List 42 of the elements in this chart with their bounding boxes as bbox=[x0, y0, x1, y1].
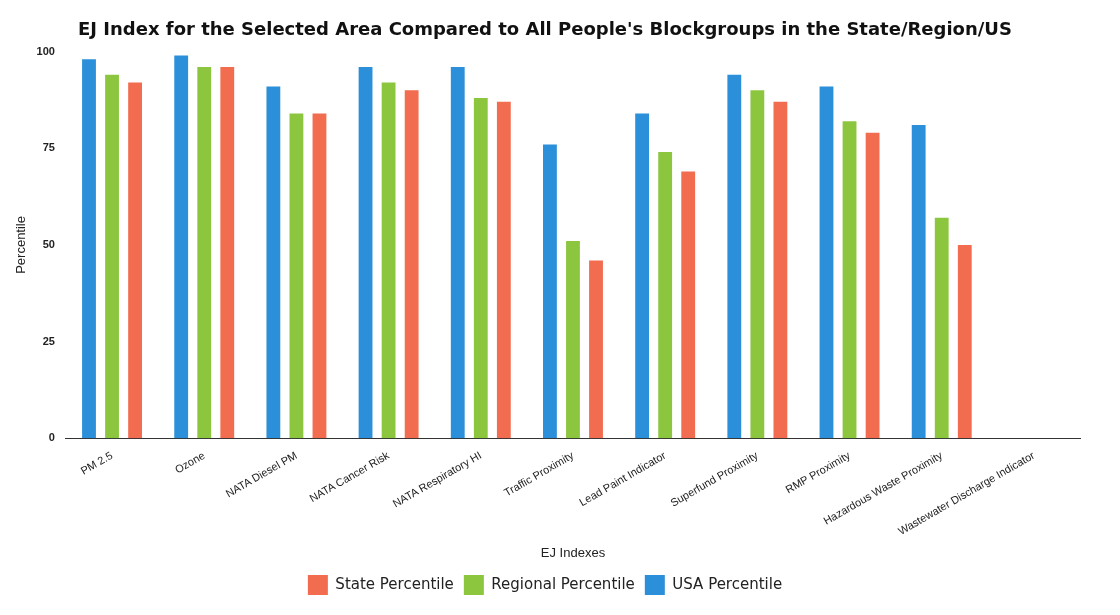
bar bbox=[128, 82, 143, 439]
y-axis-title: Percentile bbox=[13, 216, 29, 274]
bar bbox=[473, 98, 488, 439]
bar bbox=[842, 121, 857, 439]
bar bbox=[381, 82, 396, 439]
bar bbox=[635, 113, 650, 439]
x-axis-title: EJ Indexes bbox=[540, 544, 606, 560]
y-tick-label: 75 bbox=[42, 141, 55, 154]
bar bbox=[496, 101, 511, 439]
y-tick-label: 0 bbox=[48, 431, 55, 444]
y-tick-label: 25 bbox=[42, 334, 55, 347]
chart-title: EJ Index for the Selected Area Compared to All People's Blockgroups in the State/Region/US bbox=[78, 18, 1012, 40]
bar bbox=[450, 67, 465, 439]
legend-label: State Percentile bbox=[335, 574, 454, 593]
bar bbox=[266, 86, 281, 439]
bar bbox=[957, 244, 972, 439]
bar bbox=[934, 217, 949, 439]
bar bbox=[681, 171, 696, 439]
bar bbox=[312, 113, 327, 439]
bar bbox=[819, 86, 834, 439]
legend-label: USA Percentile bbox=[672, 574, 783, 593]
bar bbox=[105, 74, 119, 439]
bar bbox=[174, 55, 189, 439]
bar bbox=[911, 125, 926, 439]
bar bbox=[589, 260, 603, 439]
bar bbox=[289, 113, 304, 439]
bar bbox=[566, 241, 580, 439]
bar bbox=[220, 67, 235, 439]
bar bbox=[358, 67, 373, 439]
bar bbox=[82, 59, 96, 439]
bar bbox=[865, 132, 880, 439]
bar bbox=[404, 90, 419, 439]
legend-label: Regional Percentile bbox=[491, 574, 635, 593]
bar bbox=[658, 152, 673, 439]
y-tick-label: 100 bbox=[36, 44, 55, 57]
bar bbox=[543, 144, 557, 439]
x-tick-label: PM 2.5 bbox=[78, 448, 115, 477]
bar bbox=[197, 67, 212, 439]
bar bbox=[773, 101, 788, 439]
bar bbox=[750, 90, 765, 439]
y-tick-label: 50 bbox=[42, 237, 55, 250]
bar bbox=[727, 74, 742, 439]
